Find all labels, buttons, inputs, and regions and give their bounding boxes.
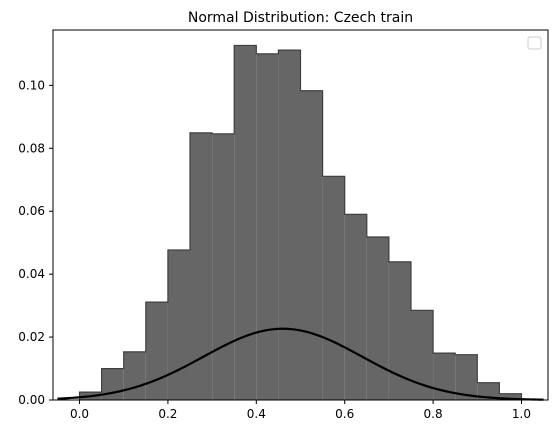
histogram-bar [366, 237, 389, 400]
histogram-bar [256, 53, 279, 400]
histogram-bar [212, 133, 235, 400]
y-tick-label: 0.10 [18, 78, 45, 92]
histogram-bar [278, 50, 301, 400]
histogram-bar [190, 132, 213, 400]
histogram-bar [234, 45, 257, 401]
normal-curve-line [57, 327, 544, 401]
chart-title: Normal Distribution: Czech train [188, 10, 413, 26]
plot-frame [52, 29, 549, 401]
histogram-bar [388, 261, 411, 400]
x-tick-label: 1.0 [512, 407, 531, 421]
histogram-bar [433, 353, 456, 400]
y-tick-label: 0.04 [18, 267, 45, 281]
x-tick-label: 0.2 [158, 407, 177, 421]
histogram-bar [123, 351, 146, 400]
histogram-bar [101, 368, 124, 400]
x-tick-label: 0.6 [335, 407, 354, 421]
histogram-bar [145, 302, 168, 400]
histogram-bar [477, 382, 500, 400]
histogram-bar [344, 214, 367, 400]
normal-curve-layer [57, 327, 544, 401]
y-axis-ticks: 0.00 0.02 0.04 0.06 0.08 0.10 [18, 78, 53, 407]
histogram-bar [167, 249, 191, 400]
y-tick-label: 0.08 [18, 141, 45, 155]
y-tick-label: 0.00 [18, 393, 45, 407]
x-axis-ticks: 0.0 0.2 0.4 0.6 0.8 1.0 [70, 400, 531, 421]
x-tick-label: 0.8 [424, 407, 443, 421]
y-tick-label: 0.06 [18, 204, 45, 218]
legend-box [527, 36, 542, 50]
histogram-bar [455, 354, 478, 400]
histogram-bar [322, 176, 345, 400]
histogram-bar [410, 310, 434, 400]
histogram-outline [78, 44, 523, 400]
histogram-bars [78, 44, 523, 401]
x-tick-label: 0.0 [70, 407, 89, 421]
histogram-bar [499, 393, 522, 400]
y-tick-label: 0.02 [18, 330, 45, 344]
x-tick-label: 0.4 [247, 407, 266, 421]
histogram-bar [300, 90, 323, 400]
